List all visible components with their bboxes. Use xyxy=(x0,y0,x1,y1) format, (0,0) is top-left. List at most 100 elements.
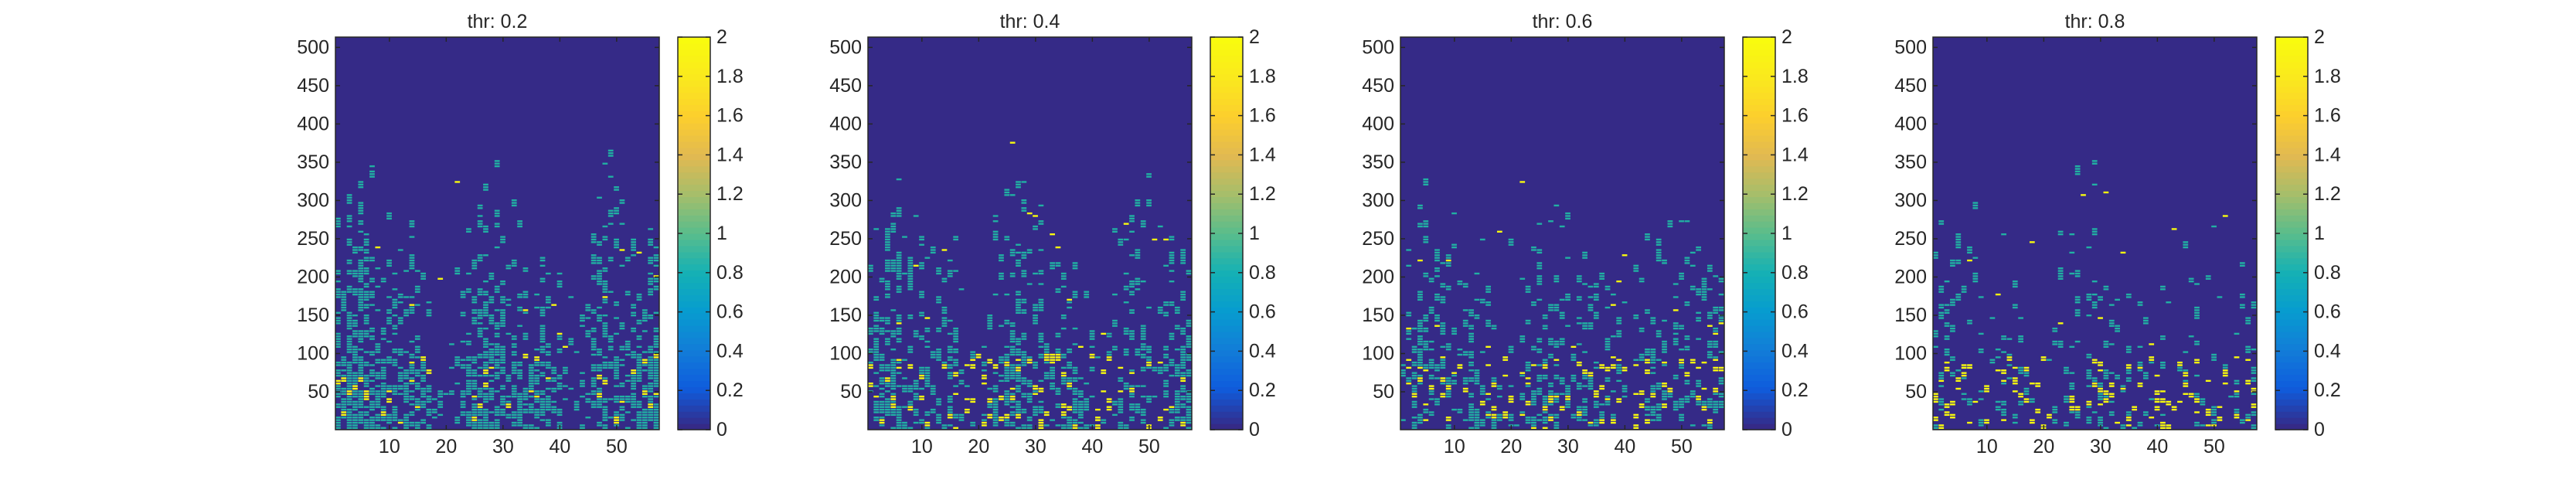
heatmap-cell xyxy=(1508,417,1514,419)
heatmap-cell xyxy=(500,241,505,243)
heatmap-cell xyxy=(392,390,398,393)
colorbar-segment xyxy=(2275,196,2308,203)
y-tick-label: 350 xyxy=(829,151,862,173)
colorbar-tick-label: 0.2 xyxy=(716,379,744,401)
colorbar-tick-label: 1.4 xyxy=(1781,144,1809,165)
heatmap-cell xyxy=(1434,267,1440,270)
heatmap-cell xyxy=(477,330,483,332)
heatmap-cell xyxy=(1026,393,1033,395)
heatmap-cell xyxy=(1462,419,1468,421)
heatmap-cell xyxy=(947,270,953,272)
colorbar-segment xyxy=(2275,172,2308,179)
heatmap-cell xyxy=(1428,390,1434,393)
heatmap-cell xyxy=(941,364,948,366)
x-tick-label: 40 xyxy=(549,436,570,457)
heatmap-cell xyxy=(1067,406,1073,408)
heatmap-cell xyxy=(619,202,625,204)
heatmap-cell xyxy=(1146,395,1152,398)
heatmap-cell xyxy=(2074,170,2081,173)
heatmap-cell xyxy=(1169,332,1175,335)
heatmap-cell xyxy=(488,319,495,322)
heatmap-cell xyxy=(1417,335,1423,338)
heatmap-cell xyxy=(1553,393,1560,395)
heatmap-cell xyxy=(1163,395,1169,398)
heatmap-cell xyxy=(1576,280,1582,283)
heatmap-cell xyxy=(1525,291,1531,293)
heatmap-cell xyxy=(358,417,364,419)
heatmap-cell xyxy=(500,238,505,241)
heatmap-cell xyxy=(1146,361,1152,364)
heatmap-cell xyxy=(624,400,631,403)
heatmap-cell xyxy=(890,395,897,398)
heatmap-cell xyxy=(1423,181,1429,183)
heatmap-cell xyxy=(426,427,432,429)
heatmap-cell xyxy=(1428,280,1434,283)
heatmap-cell xyxy=(2160,366,2166,369)
heatmap-cell xyxy=(607,366,614,369)
heatmap-cell xyxy=(1645,398,1650,400)
heatmap-cell xyxy=(1021,181,1027,183)
heatmap-cell xyxy=(924,427,931,429)
heatmap-cell xyxy=(1067,385,1073,387)
heatmap-cell xyxy=(868,332,873,335)
heatmap-cell xyxy=(992,236,999,238)
heatmap-cell xyxy=(2091,183,2098,186)
heatmap-cell xyxy=(585,304,591,306)
heatmap-cell xyxy=(1536,280,1543,283)
heatmap-cell xyxy=(1650,408,1656,411)
heatmap-cell xyxy=(1599,411,1605,413)
heatmap-cell xyxy=(1690,361,1696,364)
heatmap-cell xyxy=(517,406,522,408)
heatmap-cell xyxy=(614,364,619,366)
heatmap-cell xyxy=(2001,413,2006,417)
heatmap-cell xyxy=(1077,395,1084,398)
heatmap-cell xyxy=(2194,317,2200,319)
heatmap-cell xyxy=(1186,419,1192,421)
y-tick-label: 50 xyxy=(1905,381,1927,403)
heatmap-cell xyxy=(1026,395,1033,398)
heatmap-cell xyxy=(1016,291,1021,293)
colorbar-segment xyxy=(1210,135,1243,142)
colorbar-segment xyxy=(2275,349,2308,357)
heatmap-cell xyxy=(1406,327,1412,330)
heatmap-cell xyxy=(907,257,914,259)
heatmap-cell xyxy=(2012,421,2018,424)
heatmap-cell xyxy=(2125,377,2132,379)
heatmap-cell xyxy=(1542,366,1548,369)
heatmap-cell xyxy=(363,335,369,338)
heatmap-cell xyxy=(1095,427,1101,429)
heatmap-cell xyxy=(1004,356,1010,359)
heatmap-cell xyxy=(648,411,654,413)
heatmap-cell xyxy=(885,233,890,236)
heatmap-cell xyxy=(1961,377,1967,379)
heatmap-cell xyxy=(539,309,546,311)
heatmap-cell xyxy=(1060,413,1067,417)
heatmap-cell xyxy=(1129,419,1135,421)
heatmap-cell xyxy=(1984,419,1989,421)
heatmap-cell xyxy=(2086,296,2092,298)
heatmap-cell xyxy=(369,353,375,356)
heatmap-cell xyxy=(624,291,631,293)
heatmap-cell xyxy=(885,364,890,366)
heatmap-cell xyxy=(1531,419,1536,421)
heatmap-cell xyxy=(1004,403,1010,406)
colorbar-segment xyxy=(1743,67,1775,75)
heatmap-cell xyxy=(975,356,982,359)
heatmap-cell xyxy=(1169,262,1175,264)
heatmap-cell xyxy=(2001,351,2006,353)
heatmap-cell xyxy=(392,408,398,411)
heatmap-cell xyxy=(919,366,924,369)
heatmap-cell xyxy=(885,249,890,251)
heatmap-cell xyxy=(1004,377,1010,379)
heatmap-cell xyxy=(1434,403,1440,406)
heatmap-cell xyxy=(466,356,471,359)
heatmap-cell xyxy=(363,296,369,298)
heatmap-cell xyxy=(1129,393,1135,395)
heatmap-cell xyxy=(369,393,375,395)
heatmap-cell xyxy=(420,379,427,383)
heatmap-cell xyxy=(363,398,369,400)
heatmap-cell xyxy=(392,413,398,417)
heatmap-cell xyxy=(341,406,347,408)
heatmap-cell xyxy=(392,417,398,419)
heatmap-cell xyxy=(1701,408,1707,411)
